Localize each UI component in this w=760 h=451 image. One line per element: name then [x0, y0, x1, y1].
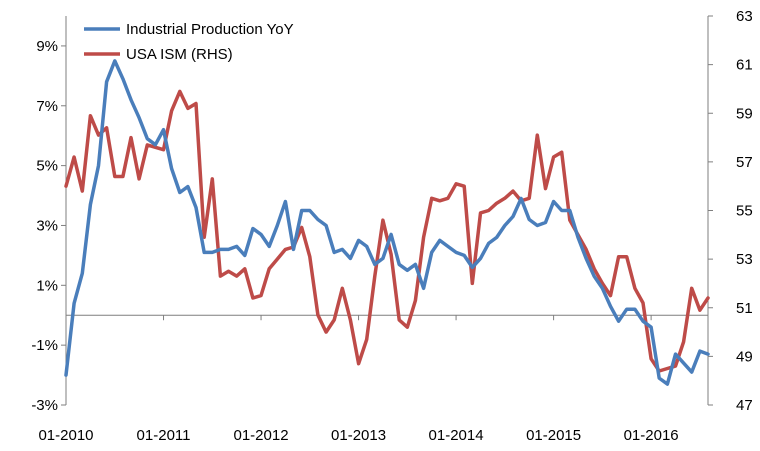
right-axis-tick-label: 61	[736, 57, 753, 74]
left-axis-tick-label: -1%	[31, 337, 58, 354]
left-axis-tick-label: 5%	[36, 158, 58, 175]
right-axis-tick-label: 57	[736, 154, 753, 171]
series-line-usa-ism-rhs	[64, 89, 710, 373]
right-axis-tick-label: 51	[736, 300, 753, 317]
right-axis-tick-label: 47	[736, 397, 753, 414]
left-axis-tick-label: 3%	[36, 217, 58, 234]
x-axis-tick-label: 01-2012	[234, 427, 289, 444]
left-axis-tick-label: 1%	[36, 277, 58, 294]
left-axis-tick-label: 7%	[36, 98, 58, 115]
right-axis-tick-label: 49	[736, 348, 753, 365]
right-axis-tick-label: 53	[736, 251, 753, 268]
legend-label-usa-ism-rhs: USA ISM (RHS)	[126, 46, 233, 63]
x-axis-tick-label: 01-2011	[137, 427, 191, 444]
right-axis-tick-label: 63	[736, 8, 753, 25]
right-axis-tick-label: 55	[736, 203, 753, 220]
series-line-industrial-production-yoy	[64, 59, 710, 386]
x-axis-tick-label: 01-2010	[38, 427, 93, 444]
x-axis-tick-label: 01-2016	[624, 427, 679, 444]
chart-axes: -3% -1% 1% 3% 5% 7% 9% 47 49 51 53 55 57 59 61 63 01-201…	[31, 8, 752, 444]
right-axis-tick-label: 59	[736, 105, 753, 122]
legend-label-industrial-production-yoy: Industrial Production YoY	[126, 21, 294, 38]
chart-legend: Industrial Production YoY USA ISM (RHS)	[84, 21, 294, 63]
x-axis-tick-label: 01-2014	[429, 427, 484, 444]
x-axis-tick-label: 01-2015	[526, 427, 581, 444]
chart-plot-area	[64, 59, 710, 386]
x-axis-tick-label: 01-2013	[331, 427, 386, 444]
left-axis-tick-label: 9%	[36, 38, 58, 55]
left-axis-tick-label: -3%	[31, 397, 58, 414]
